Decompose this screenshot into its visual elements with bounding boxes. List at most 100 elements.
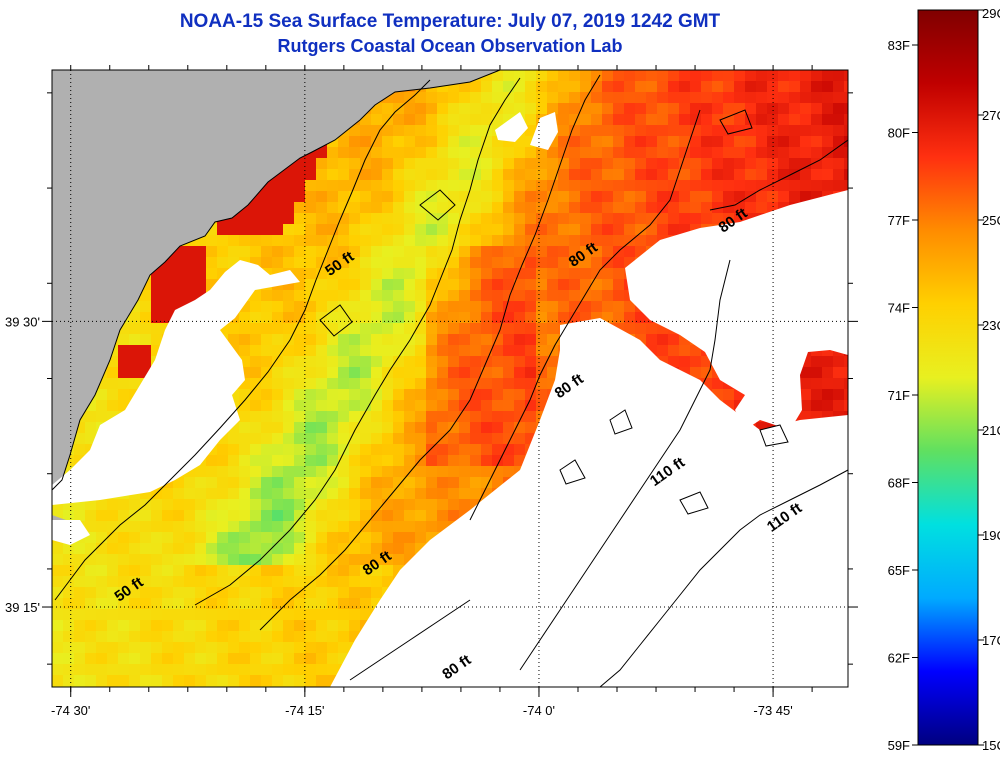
sst-cell: [602, 147, 614, 159]
sst-cell: [371, 686, 383, 687]
sst-cell: [657, 125, 669, 137]
sst-cell: [437, 81, 449, 93]
sst-cell: [635, 213, 647, 225]
sst-cell: [437, 477, 449, 489]
sst-cell: [272, 664, 284, 676]
sst-cell: [613, 103, 625, 115]
sst-cell: [437, 356, 449, 368]
sst-cell: [206, 587, 218, 599]
sst-cell: [767, 158, 779, 170]
sst-cell: [679, 81, 691, 93]
sst-cell: [811, 92, 823, 104]
sst-cell: [547, 191, 559, 203]
sst-cell: [74, 598, 86, 610]
sst-cell: [426, 510, 438, 522]
sst-cell: [261, 411, 273, 423]
sst-cell: [580, 279, 592, 291]
sst-cell: [327, 455, 339, 467]
sst-cell: [558, 70, 570, 82]
sst-cell: [602, 202, 614, 214]
sst-cell: [580, 301, 592, 313]
sst-cell: [503, 345, 515, 357]
sst-cell: [140, 323, 152, 335]
sst-cell: [459, 191, 471, 203]
sst-cell: [404, 477, 416, 489]
sst-cell: [580, 290, 592, 302]
sst-cell: [393, 477, 405, 489]
sst-cell: [371, 147, 383, 159]
sst-cell: [118, 554, 130, 566]
sst-cell: [261, 521, 273, 533]
sst-cell: [778, 686, 790, 687]
sst-cell: [173, 477, 185, 489]
sst-cell: [283, 565, 295, 577]
sst-cell: [723, 114, 735, 126]
sst-cell: [338, 169, 350, 181]
sst-cell: [52, 642, 64, 654]
sst-cell: [822, 345, 834, 357]
sst-cell: [646, 169, 658, 181]
sst-cell: [547, 257, 559, 269]
sst-cell: [800, 400, 812, 412]
sst-cell: [305, 312, 317, 324]
sst-cell: [525, 356, 537, 368]
sst-cell: [217, 246, 229, 258]
sst-cell: [459, 367, 471, 379]
sst-cell: [668, 345, 680, 357]
sst-cell: [404, 411, 416, 423]
sst-cell: [206, 609, 218, 621]
sst-cell: [701, 81, 713, 93]
sst-cell: [96, 598, 108, 610]
sst-cell: [492, 92, 504, 104]
sst-cell: [305, 653, 317, 665]
sst-cell: [470, 345, 482, 357]
sst-cell: [723, 400, 735, 412]
sst-cell: [173, 301, 185, 313]
sst-cell: [514, 290, 526, 302]
sst-cell: [349, 389, 361, 401]
sst-cell: [800, 411, 812, 423]
sst-cell: [701, 70, 713, 82]
sst-cell: [426, 488, 438, 500]
sst-cell: [371, 466, 383, 478]
sst-cell: [239, 675, 251, 687]
sst-cell: [338, 235, 350, 247]
sst-cell: [624, 103, 636, 115]
sst-cell: [569, 125, 581, 137]
sst-cell: [503, 213, 515, 225]
sst-cell: [569, 301, 581, 313]
sst-cell: [349, 466, 361, 478]
sst-cell: [657, 81, 669, 93]
sst-cell: [437, 301, 449, 313]
sst-cell: [195, 499, 207, 511]
sst-cell: [415, 367, 427, 379]
sst-cell: [371, 400, 383, 412]
sst-cell: [800, 169, 812, 181]
sst-cell: [250, 510, 262, 522]
sst-cell: [261, 345, 273, 357]
sst-cell: [382, 279, 394, 291]
sst-cell: [822, 686, 834, 687]
sst-cell: [459, 400, 471, 412]
sst-cell: [294, 224, 306, 236]
sst-cell: [305, 510, 317, 522]
sst-cell: [195, 290, 207, 302]
sst-cell: [107, 532, 119, 544]
sst-cell: [382, 554, 394, 566]
sst-cell: [459, 455, 471, 467]
sst-cell: [448, 246, 460, 258]
sst-cell: [338, 444, 350, 456]
sst-cell: [723, 169, 735, 181]
sst-cell: [690, 147, 702, 159]
sst-cell: [184, 565, 196, 577]
sst-cell: [514, 433, 526, 445]
sst-cell: [85, 499, 97, 511]
sst-cell: [723, 103, 735, 115]
sst-cell: [316, 477, 328, 489]
sst-cell: [338, 191, 350, 203]
sst-cell: [173, 257, 185, 269]
sst-cell: [140, 312, 152, 324]
sst-cell: [547, 202, 559, 214]
sst-cell: [316, 499, 328, 511]
sst-cell: [415, 279, 427, 291]
